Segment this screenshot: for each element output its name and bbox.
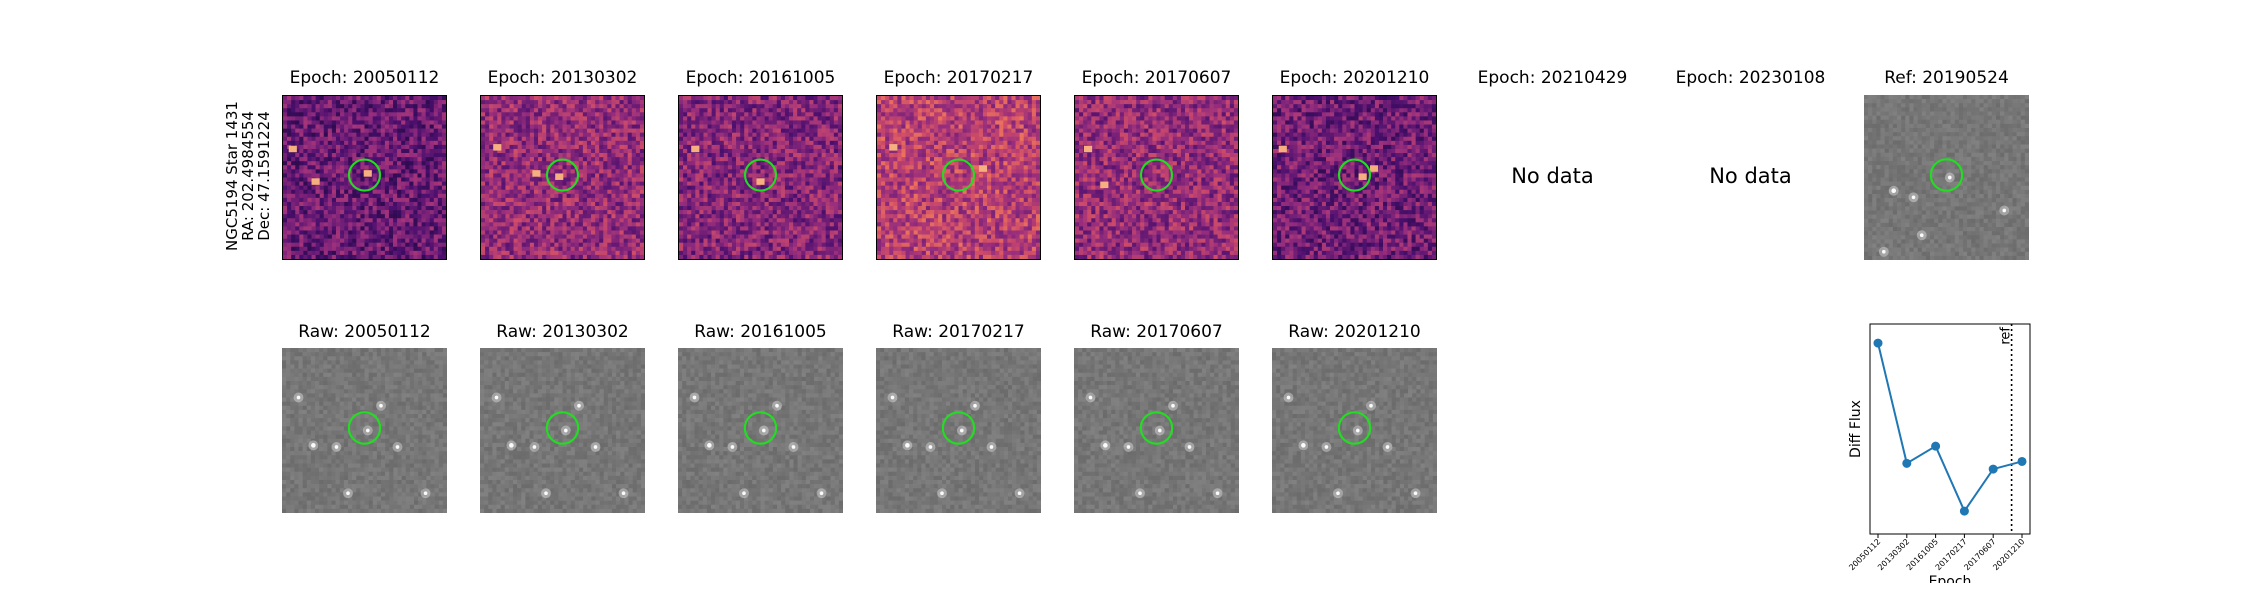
target-marker-circle [1929,158,1964,192]
no-data-message: No data [1453,164,1653,188]
target-marker-circle [347,411,382,445]
difference-image [480,95,645,260]
difference-image [876,95,1041,260]
light-curve-chart: ref2005011220130302201610052017021720170… [1847,323,2031,583]
data-point [1902,458,1912,468]
x-tick-label: 20201210 [1991,537,2026,572]
raw-panel-title: Raw: 20170607 [1027,322,1287,342]
raw-panel-title: Raw: 20050112 [235,322,495,342]
star-ra: RA: 202.4984554 [239,101,257,251]
raw-image [282,348,447,513]
target-marker-circle [1139,158,1174,192]
diff-panel-title: Epoch: 20170607 [1027,68,1287,88]
star-dec: Dec: 47.1591224 [255,101,273,251]
raw-image [1272,348,1437,513]
reference-image [1864,95,2029,260]
star-label: NGC5194 Star 1431 RA: 202.4984554 Dec: 4… [223,101,273,251]
raw-image [678,348,843,513]
diff-panel-title: Epoch: 20230108 [1621,68,1881,88]
target-marker-circle [545,158,580,192]
target-marker-circle [1337,411,1372,445]
data-point [1988,464,1998,474]
x-axis-label: Epoch [1929,574,1972,583]
raw-image [1074,348,1239,513]
raw-panel-title: Raw: 20170217 [829,322,1089,342]
target-marker-circle [1337,158,1372,192]
target-marker-circle [1139,411,1174,445]
difference-image [282,95,447,260]
target-marker-circle [743,411,778,445]
raw-image [876,348,1041,513]
diff-panel-title: Epoch: 20170217 [829,68,1089,88]
data-point [1959,506,1969,516]
diff-panel-title: Epoch: 20161005 [631,68,891,88]
raw-panel-title: Raw: 20201210 [1225,322,1485,342]
target-marker-circle [347,158,382,192]
ref-panel-title: Ref: 20190524 [1817,68,2077,88]
difference-image [678,95,843,260]
raw-image [480,348,645,513]
difference-image [1272,95,1437,260]
target-marker-circle [941,158,976,192]
raw-panel-title: Raw: 20161005 [631,322,891,342]
target-marker-circle [941,411,976,445]
difference-image [1074,95,1239,260]
data-point [1931,441,1941,451]
no-data-message: No data [1651,164,1851,188]
y-axis-label: Diff Flux [1848,400,1864,458]
data-point [1873,338,1883,348]
reference-line-label: ref [1999,327,2014,345]
diff-panel-title: Epoch: 20050112 [235,68,495,88]
diff-panel-title: Epoch: 20130302 [433,68,693,88]
plot-frame [1869,323,2031,535]
diff-panel-title: Epoch: 20210429 [1423,68,1683,88]
star-name: NGC5194 Star 1431 [223,101,241,251]
diff-panel-title: Epoch: 20201210 [1225,68,1485,88]
raw-panel-title: Raw: 20130302 [433,322,693,342]
target-marker-circle [743,158,778,192]
series-line [1877,342,2023,514]
target-marker-circle [545,411,580,445]
data-point [2017,456,2027,466]
